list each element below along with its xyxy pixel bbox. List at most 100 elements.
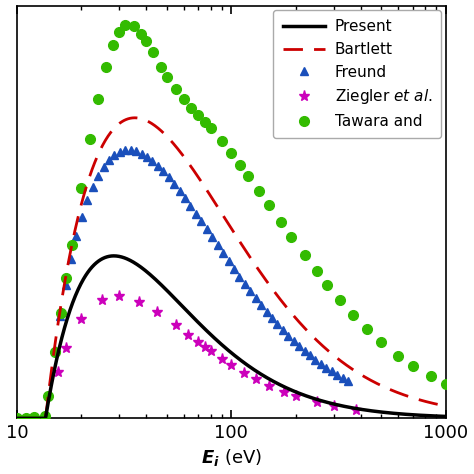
Tawara and — [302, 253, 308, 258]
Tawara and — [410, 363, 416, 368]
Ziegler $et\ al.$ — [314, 399, 319, 405]
Tawara and — [143, 38, 149, 44]
Bartlett — [40, 416, 46, 421]
Freund — [84, 198, 90, 203]
Freund — [345, 378, 351, 384]
Line: Freund: Freund — [51, 146, 352, 385]
Present — [14, 416, 20, 421]
Tawara and — [195, 112, 201, 118]
Tawara and — [256, 189, 262, 194]
Tawara and — [158, 64, 164, 70]
Tawara and — [88, 136, 93, 142]
Freund — [318, 361, 324, 367]
Ziegler $et\ al.$ — [117, 294, 122, 300]
Present — [443, 414, 449, 419]
Ziegler $et\ al.$ — [331, 403, 337, 409]
Tawara and — [150, 50, 155, 55]
Present — [275, 381, 281, 386]
Tawara and — [52, 349, 57, 355]
Bartlett — [384, 385, 390, 391]
Present — [340, 403, 346, 409]
Ziegler $et\ al.$ — [64, 345, 69, 351]
Ziegler $et\ al.$ — [202, 344, 208, 350]
Tawara and — [46, 393, 51, 399]
Tawara and — [428, 374, 434, 379]
Tawara and — [23, 415, 28, 421]
X-axis label: $\bfit{E}_i$ (eV): $\bfit{E}_i$ (eV) — [201, 447, 262, 468]
Bartlett — [14, 416, 20, 421]
Tawara and — [14, 415, 20, 421]
Present — [288, 387, 293, 392]
Tawara and — [208, 126, 213, 131]
Tawara and — [324, 282, 330, 288]
Tawara and — [278, 219, 283, 225]
Ziegler $et\ al.$ — [100, 297, 105, 302]
Tawara and — [378, 339, 384, 345]
Line: Bartlett: Bartlett — [17, 118, 446, 419]
Ziegler $et\ al.$ — [219, 356, 224, 362]
Tawara and — [164, 74, 170, 80]
Ziegler $et\ al.$ — [154, 310, 160, 315]
Bartlett — [275, 293, 281, 299]
Bartlett — [264, 278, 269, 284]
Ziegler $et\ al.$ — [173, 322, 179, 328]
Ziegler $et\ al.$ — [195, 339, 201, 345]
Present — [264, 374, 269, 380]
Ziegler $et\ al.$ — [293, 393, 299, 399]
Tawara and — [122, 22, 128, 28]
Tawara and — [266, 202, 272, 208]
Tawara and — [314, 268, 319, 274]
Tawara and — [173, 87, 179, 92]
Tawara and — [181, 97, 187, 102]
Ziegler $et\ al.$ — [266, 383, 272, 388]
Tawara and — [131, 23, 137, 28]
Line: Ziegler $et\ al.$: Ziegler $et\ al.$ — [52, 291, 361, 415]
Ziegler $et\ al.$ — [281, 389, 286, 394]
Ziegler $et\ al.$ — [55, 369, 61, 375]
Tawara and — [219, 138, 224, 144]
Tawara and — [443, 381, 449, 387]
Tawara and — [58, 310, 64, 316]
Freund — [166, 174, 172, 180]
Tawara and — [69, 243, 74, 248]
Tawara and — [64, 275, 69, 281]
Ziegler $et\ al.$ — [242, 370, 247, 376]
Bartlett — [288, 310, 293, 315]
Freund — [106, 157, 112, 163]
Present — [384, 410, 390, 416]
Tawara and — [202, 119, 208, 125]
Tawara and — [188, 105, 194, 110]
Tawara and — [96, 96, 101, 101]
Tawara and — [337, 297, 343, 302]
Tawara and — [31, 415, 36, 420]
Bartlett — [132, 115, 137, 121]
Line: Present: Present — [17, 256, 446, 419]
Tawara and — [117, 29, 122, 35]
Bartlett — [443, 403, 449, 409]
Tawara and — [79, 185, 84, 191]
Bartlett — [340, 360, 346, 365]
Present — [111, 253, 117, 259]
Freund — [128, 147, 134, 153]
Tawara and — [350, 312, 356, 318]
Legend: Present, Bartlett, Freund, Ziegler $et\ al.$, Tawara and: Present, Bartlett, Freund, Ziegler $et\ … — [273, 10, 441, 138]
Tawara and — [42, 413, 48, 419]
Tawara and — [110, 42, 116, 48]
Tawara and — [246, 173, 251, 179]
Tawara and — [288, 234, 294, 239]
Ziegler $et\ al.$ — [136, 299, 142, 305]
Tawara and — [103, 64, 109, 70]
Freund — [122, 147, 128, 153]
Ziegler $et\ al.$ — [79, 316, 84, 321]
Line: Tawara and: Tawara and — [12, 20, 451, 423]
Ziegler $et\ al.$ — [253, 376, 259, 382]
Ziegler $et\ al.$ — [185, 332, 191, 337]
Tawara and — [228, 150, 234, 156]
Ziegler $et\ al.$ — [208, 348, 213, 354]
Tawara and — [237, 162, 243, 168]
Present — [40, 416, 46, 421]
Ziegler $et\ al.$ — [353, 407, 359, 412]
Tawara and — [138, 31, 144, 36]
Freund — [340, 375, 346, 381]
Tawara and — [365, 326, 370, 332]
